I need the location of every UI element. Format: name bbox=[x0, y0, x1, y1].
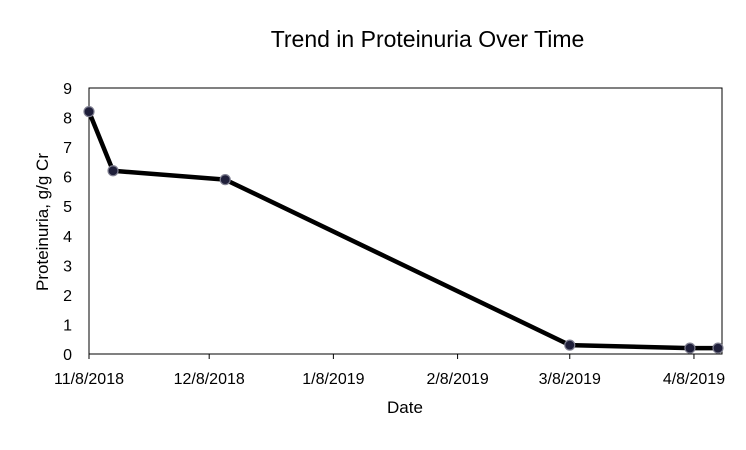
y-axis: 0 1 2 3 4 5 6 7 8 9 bbox=[63, 81, 72, 364]
data-point bbox=[684, 342, 696, 354]
data-point bbox=[712, 342, 724, 354]
x-tick-label: 2/8/2019 bbox=[426, 371, 488, 388]
y-tick-label: 7 bbox=[63, 140, 72, 157]
chart-title: Trend in Proteinuria Over Time bbox=[270, 26, 585, 52]
series-layer bbox=[83, 106, 724, 354]
y-tick-label: 0 bbox=[63, 347, 72, 364]
x-tick-label: 3/8/2019 bbox=[539, 371, 601, 388]
x-tick-label: 12/8/2018 bbox=[174, 371, 245, 388]
x-tick-label: 1/8/2019 bbox=[302, 371, 364, 388]
data-point bbox=[107, 165, 119, 177]
y-axis-title: Proteinuria, g/g Cr bbox=[33, 153, 52, 291]
series-line bbox=[86, 109, 721, 351]
y-tick-label: 5 bbox=[63, 199, 72, 216]
y-tick-label: 3 bbox=[63, 258, 72, 275]
y-tick-label: 6 bbox=[63, 170, 72, 187]
x-tick-label: 4/8/2019 bbox=[663, 371, 725, 388]
y-tick-label: 4 bbox=[63, 229, 72, 246]
y-tick-label: 1 bbox=[63, 317, 72, 334]
y-tick-label: 2 bbox=[63, 288, 72, 305]
y-tick-label: 8 bbox=[63, 111, 72, 128]
x-axis-title: Date bbox=[387, 398, 423, 417]
data-point bbox=[83, 106, 95, 118]
data-point bbox=[219, 174, 231, 186]
data-point bbox=[564, 339, 576, 351]
plot-frame bbox=[88, 87, 723, 355]
x-tick-label: 11/8/2018 bbox=[54, 371, 124, 388]
y-tick-label: 9 bbox=[63, 81, 72, 98]
x-axis: 11/8/2018 12/8/2018 1/8/2019 2/8/2019 3/8/20… bbox=[54, 354, 725, 388]
